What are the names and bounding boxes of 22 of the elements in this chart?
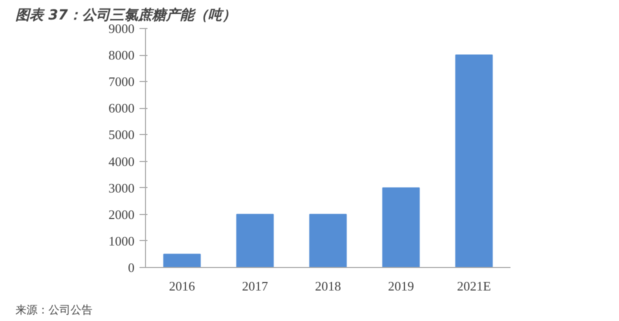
x-tick-label: 2017 [242, 278, 268, 294]
y-tick-label: 2000 [108, 206, 134, 222]
y-tick-label: 0 [128, 260, 134, 275]
bar [309, 214, 347, 268]
y-tick-label: 5000 [108, 127, 134, 142]
bar [236, 214, 274, 268]
bar [455, 54, 493, 268]
y-tick-label: 9000 [108, 21, 134, 36]
y-tick-label: 8000 [108, 48, 134, 63]
y-tick-label: 3000 [108, 180, 134, 196]
x-tick-label: 2021E [457, 278, 492, 294]
x-tick-label: 2016 [169, 278, 196, 294]
source-note: 来源：公司公告 [16, 304, 92, 316]
bar [382, 187, 420, 268]
y-tick-label: 4000 [108, 154, 134, 169]
y-tick-label: 1000 [108, 233, 134, 248]
x-tick-label: 2018 [315, 278, 341, 294]
y-tick-label: 7000 [108, 74, 134, 90]
y-tick-label: 6000 [108, 100, 134, 116]
x-tick-label: 2019 [388, 278, 414, 294]
chart-title: 图表 37：公司三氯蔗糖产能（吨） [16, 6, 236, 24]
bar [163, 254, 201, 268]
